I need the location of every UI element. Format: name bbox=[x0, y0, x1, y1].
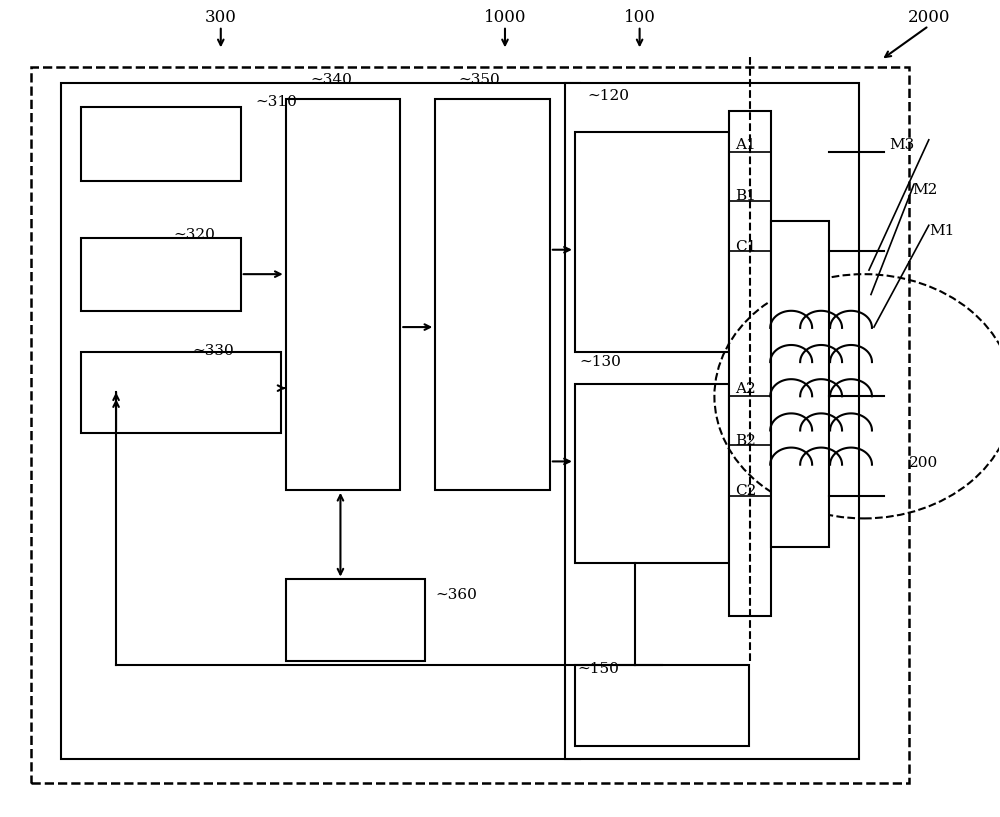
FancyBboxPatch shape bbox=[771, 221, 829, 547]
FancyBboxPatch shape bbox=[286, 579, 425, 661]
Text: M2: M2 bbox=[912, 183, 937, 197]
Text: 2000: 2000 bbox=[908, 9, 950, 26]
Text: M1: M1 bbox=[929, 224, 954, 238]
FancyBboxPatch shape bbox=[81, 107, 241, 181]
Text: ∼150: ∼150 bbox=[578, 662, 620, 676]
FancyBboxPatch shape bbox=[565, 83, 859, 759]
FancyBboxPatch shape bbox=[31, 66, 909, 783]
Text: 200: 200 bbox=[909, 456, 938, 470]
Text: A2: A2 bbox=[735, 382, 756, 396]
FancyBboxPatch shape bbox=[729, 111, 771, 616]
Text: ∼350: ∼350 bbox=[458, 73, 500, 87]
Text: 1000: 1000 bbox=[484, 9, 526, 26]
Text: ∼360: ∼360 bbox=[435, 588, 477, 602]
FancyBboxPatch shape bbox=[575, 384, 729, 563]
Text: ∼340: ∼340 bbox=[311, 73, 352, 87]
Text: 300: 300 bbox=[205, 9, 237, 26]
FancyBboxPatch shape bbox=[61, 83, 580, 759]
Text: ∼320: ∼320 bbox=[173, 228, 215, 242]
Text: C1: C1 bbox=[735, 240, 757, 254]
FancyBboxPatch shape bbox=[81, 238, 241, 310]
Text: C2: C2 bbox=[735, 484, 757, 498]
FancyBboxPatch shape bbox=[81, 351, 281, 433]
Text: ∼120: ∼120 bbox=[588, 89, 630, 103]
Text: B2: B2 bbox=[735, 434, 756, 448]
FancyBboxPatch shape bbox=[575, 665, 749, 747]
Text: ∼330: ∼330 bbox=[193, 344, 235, 358]
Text: M3: M3 bbox=[889, 138, 914, 152]
Text: B1: B1 bbox=[735, 190, 756, 203]
Text: A1: A1 bbox=[735, 138, 756, 152]
FancyBboxPatch shape bbox=[435, 99, 550, 490]
Text: ∼130: ∼130 bbox=[580, 355, 622, 369]
Text: ∼310: ∼310 bbox=[256, 95, 298, 109]
Text: 100: 100 bbox=[624, 9, 656, 26]
FancyBboxPatch shape bbox=[286, 99, 400, 490]
FancyBboxPatch shape bbox=[575, 132, 729, 351]
